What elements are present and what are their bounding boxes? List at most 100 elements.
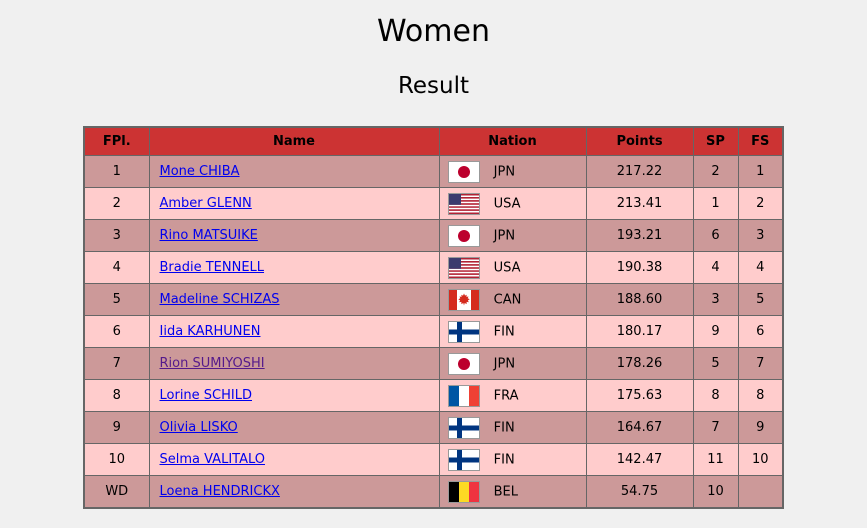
column-header-points: Points [585,126,694,156]
sp-cell: 10 [692,475,739,509]
header-row: FPl. Name Nation Points SP FS [83,126,784,156]
nation-cell: FIN [438,411,587,444]
fs-cell: 8 [737,379,784,412]
sp-cell: 2 [692,155,739,188]
nation-code: FIN [493,420,515,435]
skater-link[interactable]: Lorine SCHILD [159,388,253,403]
fpl-cell: 6 [83,315,150,348]
fpl-cell: 10 [83,443,150,476]
fpl-cell: WD [83,475,150,509]
skater-link[interactable]: Amber GLENN [159,196,252,211]
column-header-nation: Nation [438,126,587,156]
nation-cell: CAN [438,283,587,316]
name-cell: Amber GLENN [148,187,440,220]
bel-flag-icon [447,480,480,503]
nation-code: USA [493,260,521,275]
skater-link[interactable]: Loena HENDRICKX [159,484,280,499]
table-row: 3 Rino MATSUIKE JPN 193.21 6 3 [83,219,784,252]
points-cell: 180.17 [585,315,694,348]
nation-code: JPN [493,228,516,243]
nation-code: FIN [493,324,515,339]
can-flag-icon [447,288,480,311]
name-cell: Madeline SCHIZAS [148,283,440,316]
name-cell: Rino MATSUIKE [148,219,440,252]
points-cell: 188.60 [585,283,694,316]
sp-cell: 11 [692,443,739,476]
table-row: 10 Selma VALITALO FIN 142.47 11 10 [83,443,784,476]
name-cell: Bradie TENNELL [148,251,440,284]
column-header-fpl: FPl. [83,126,150,156]
points-cell: 193.21 [585,219,694,252]
nation-cell: JPN [438,155,587,188]
column-header-fs: FS [737,126,784,156]
nation-code: FIN [493,452,515,467]
sp-cell: 8 [692,379,739,412]
nation-cell: USA [438,187,587,220]
skater-link[interactable]: Rino MATSUIKE [159,228,258,243]
skater-link[interactable]: Bradie TENNELL [159,260,265,275]
fs-cell [737,475,784,509]
table-header: FPl. Name Nation Points SP FS [83,126,784,156]
name-cell: Lorine SCHILD [148,379,440,412]
nation-cell: FRA [438,379,587,412]
table-row: 2 Amber GLENN USA 213.41 1 2 [83,187,784,220]
table-row: 8 Lorine SCHILD FRA 175.63 8 8 [83,379,784,412]
nation-code: JPN [493,164,516,179]
name-cell: Olivia LISKO [148,411,440,444]
page-title: Women [377,14,490,49]
fs-cell: 9 [737,411,784,444]
points-cell: 142.47 [585,443,694,476]
nation-code: USA [493,196,521,211]
fra-flag-icon [447,384,480,407]
skater-link[interactable]: Olivia LISKO [159,420,238,435]
skater-link[interactable]: Iida KARHUNEN [159,324,261,339]
skater-link[interactable]: Selma VALITALO [159,452,266,467]
nation-code: BEL [493,484,519,499]
results-table: FPl. Name Nation Points SP FS 1 Mone CHI… [83,126,784,509]
skater-link[interactable]: Mone CHIBA [159,164,240,179]
fin-flag-icon [447,416,480,439]
nation-cell: FIN [438,315,587,348]
nation-cell: FIN [438,443,587,476]
points-cell: 190.38 [585,251,694,284]
fs-cell: 3 [737,219,784,252]
nation-cell: BEL [438,475,587,509]
fin-flag-icon [447,320,480,343]
jpn-flag-icon [447,352,480,375]
sp-cell: 5 [692,347,739,380]
nation-cell: JPN [438,219,587,252]
table-row: 5 Madeline SCHIZAS CAN 188.60 3 5 [83,283,784,316]
jpn-flag-icon [447,160,480,183]
fpl-cell: 7 [83,347,150,380]
fpl-cell: 3 [83,219,150,252]
nation-code: FRA [493,388,519,403]
sp-cell: 9 [692,315,739,348]
sp-cell: 7 [692,411,739,444]
sp-cell: 3 [692,283,739,316]
skater-link[interactable]: Rion SUMIYOSHI [159,356,265,371]
points-cell: 54.75 [585,475,694,509]
usa-flag-icon [447,192,480,215]
fs-cell: 4 [737,251,784,284]
fs-cell: 1 [737,155,784,188]
points-cell: 217.22 [585,155,694,188]
column-header-sp: SP [692,126,739,156]
column-header-name: Name [148,126,440,156]
fs-cell: 6 [737,315,784,348]
table-row: 9 Olivia LISKO FIN 164.67 7 9 [83,411,784,444]
fpl-cell: 5 [83,283,150,316]
fs-cell: 2 [737,187,784,220]
points-cell: 164.67 [585,411,694,444]
nation-cell: JPN [438,347,587,380]
name-cell: Loena HENDRICKX [148,475,440,509]
fs-cell: 7 [737,347,784,380]
fpl-cell: 1 [83,155,150,188]
sp-cell: 6 [692,219,739,252]
sp-cell: 4 [692,251,739,284]
fpl-cell: 9 [83,411,150,444]
fpl-cell: 8 [83,379,150,412]
skater-link[interactable]: Madeline SCHIZAS [159,292,280,307]
nation-cell: USA [438,251,587,284]
usa-flag-icon [447,256,480,279]
name-cell: Iida KARHUNEN [148,315,440,348]
